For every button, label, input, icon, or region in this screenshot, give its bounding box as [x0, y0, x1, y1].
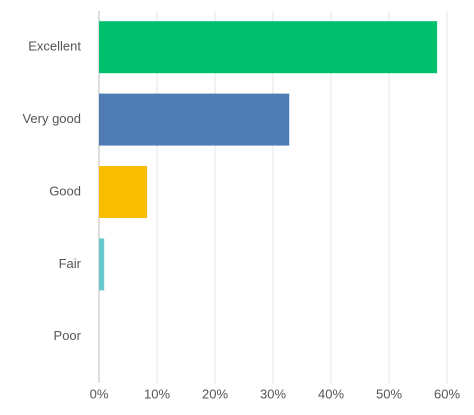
x-tick-label: 30%: [260, 386, 286, 401]
bar: [99, 238, 105, 291]
y-tick-label: Good: [49, 183, 81, 198]
x-tick-label: 60%: [434, 386, 460, 401]
y-tick-label: Very good: [22, 111, 81, 126]
y-tick-label: Excellent: [28, 39, 81, 54]
x-tick-label: 10%: [144, 386, 170, 401]
bar: [99, 166, 148, 218]
bar: [99, 21, 438, 74]
bar: [99, 93, 290, 146]
y-tick-label: Fair: [59, 256, 82, 271]
x-tick-label: 0%: [90, 386, 109, 401]
x-tick-label: 50%: [376, 386, 402, 401]
x-tick-label: 20%: [202, 386, 228, 401]
x-tick-label: 40%: [318, 386, 344, 401]
y-tick-label: Poor: [54, 328, 82, 343]
